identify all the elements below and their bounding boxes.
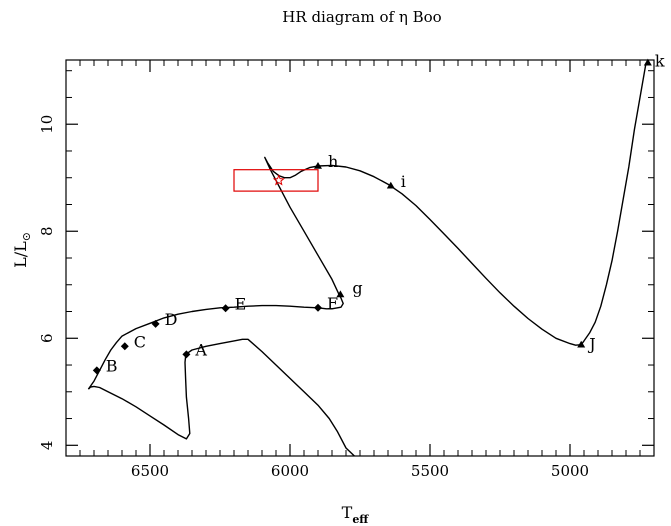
track-point-label: J (587, 335, 595, 354)
tracks-layer (87, 62, 649, 457)
chart-title: HR diagram of η Boo (282, 8, 441, 26)
y-tick-label: 8 (38, 226, 56, 236)
track-point-label: h (328, 152, 338, 171)
x-axis-label: Teff (342, 503, 370, 526)
track-point-label: B (106, 356, 118, 375)
observation-error-box (233, 169, 319, 192)
plot-frame (65, 59, 655, 457)
markers-layer: A BCD E Fg h i Jk (92, 52, 665, 375)
track-point-diamond (221, 304, 230, 313)
y-axis-label-sun-symbol: ⊙ (20, 232, 33, 241)
track-point-triangle (336, 290, 345, 298)
track-point-triangle (643, 58, 652, 66)
track-point-triangle (386, 181, 395, 189)
track-point-triangle (314, 161, 322, 169)
y-tick-label: 6 (38, 333, 56, 343)
observed-star-marker (272, 174, 285, 186)
track-point-label: i (401, 172, 406, 191)
track-point-label: k (655, 52, 665, 71)
track-point-label: g (352, 278, 362, 297)
y-tick-label: 4 (38, 441, 56, 451)
x-tick-label: 6500 (131, 462, 169, 480)
y-tick-label: 10 (38, 115, 56, 134)
y-axis-label: L/L⊙ (11, 232, 33, 268)
track-point-diamond (151, 319, 160, 328)
track-point-triangle (577, 340, 586, 348)
track-point-label: E (235, 294, 247, 313)
track-point-diamond (314, 303, 322, 312)
evolutionary-track-line (87, 338, 355, 457)
track-point-label: F (327, 294, 338, 313)
evolutionary-track-line (87, 62, 649, 390)
track-point-diamond (120, 342, 129, 351)
x-tick-label: 5000 (551, 462, 589, 480)
track-point-diamond (92, 366, 101, 375)
track-point-label: D (165, 310, 178, 329)
x-tick-label: 6000 (271, 462, 309, 480)
track-point-label: C (134, 332, 146, 351)
ticks-layer: 6500 6000 5500 5000 4 6 8 10 (38, 60, 654, 480)
track-point-label: A (194, 340, 207, 359)
x-axis-label-subscript: eff (352, 513, 369, 526)
x-tick-label: 5500 (411, 462, 449, 480)
track-point-diamond (182, 350, 191, 359)
